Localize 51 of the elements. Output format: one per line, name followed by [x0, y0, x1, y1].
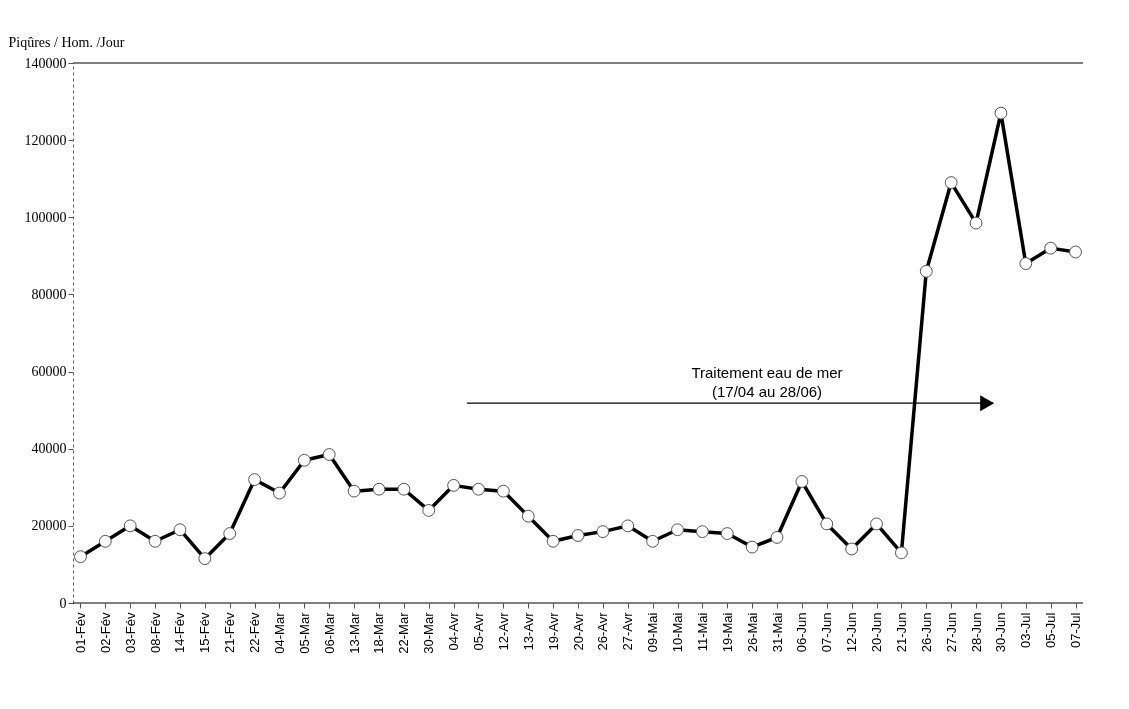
x-tick-label: 30-Mar — [421, 611, 437, 654]
x-tick-label: 12-Jun — [844, 612, 860, 653]
x-tick-label: 09-Mai — [645, 612, 661, 653]
x-tick-label: 31-Mai — [769, 612, 785, 653]
x-tick-label: 06-Mar — [321, 611, 337, 654]
y-tick-label: 20000 — [31, 518, 67, 534]
y-tick-label: 60000 — [31, 364, 67, 380]
x-tick-label: 26-Avr — [595, 611, 611, 651]
x-tick-label: 03-Jul — [1018, 612, 1034, 648]
x-tick-label: 05-Mar — [296, 611, 312, 654]
x-tick-label: 04-Avr — [446, 611, 462, 651]
x-tick-label: 05-Jul — [1043, 612, 1059, 648]
y-tick-label: 40000 — [31, 441, 67, 457]
y-tick-label: 100000 — [24, 209, 67, 225]
x-tick-label: 02-Fév — [97, 612, 113, 653]
y-tick-label: 140000 — [24, 55, 67, 71]
x-tick-label: 27-Avr — [620, 611, 636, 651]
x-tick-label: 12-Avr — [495, 611, 511, 651]
x-tick-label: 11-Mai — [694, 612, 710, 652]
annotation: Traitement eau de mer (17/04 au 28/06) — [691, 364, 843, 401]
x-tick-label: 05-Avr — [470, 611, 486, 651]
x-tick-label: 04-Mar — [271, 611, 287, 654]
x-tick-label: 27-Jun — [943, 612, 959, 653]
x-tick-label: 13-Avr — [520, 611, 536, 651]
x-tick-label: 20-Jun — [869, 612, 885, 653]
x-tick-label: 06-Jun — [794, 612, 810, 653]
x-tick-label: 07-Jun — [819, 612, 835, 653]
x-tick-label: 03-Fév — [122, 612, 138, 653]
x-tick-label: 19-Mai — [719, 612, 735, 653]
x-tick-label: 22-Mar — [396, 611, 412, 654]
x-tick-label: 30-Jun — [993, 612, 1009, 653]
y-tick-label: 80000 — [31, 286, 67, 302]
x-tick-label: 07-Jul — [1068, 612, 1084, 648]
x-tick-label: 08-Fév — [147, 612, 163, 653]
x-tick-label: 15-Fév — [197, 612, 213, 653]
x-tick-label: 21-Jun — [893, 612, 909, 653]
x-tick-label: 19-Avr — [545, 611, 561, 651]
x-tick-label: 10-Mai — [670, 612, 686, 653]
x-tick-label: 14-Fév — [172, 612, 188, 653]
x-tick-label: 21-Fév — [222, 612, 238, 653]
x-tick-label: 01-Fév — [72, 612, 88, 653]
y-tick-label: 120000 — [24, 132, 67, 148]
x-tick-label: 20-Avr — [570, 611, 586, 651]
y-axis-title: Piqûres / Hom. /Jour — [8, 34, 125, 50]
x-tick-label: 13-Mar — [346, 611, 362, 654]
x-tick-label: 28-Jun — [968, 612, 984, 653]
y-tick-label: 0 — [59, 595, 67, 611]
x-tick-label: 26-Mai — [744, 612, 760, 653]
x-tick-label: 26-Jun — [918, 612, 934, 653]
x-tick-label: 18-Mar — [371, 611, 387, 654]
x-tick-label: 22-Fév — [247, 612, 263, 653]
